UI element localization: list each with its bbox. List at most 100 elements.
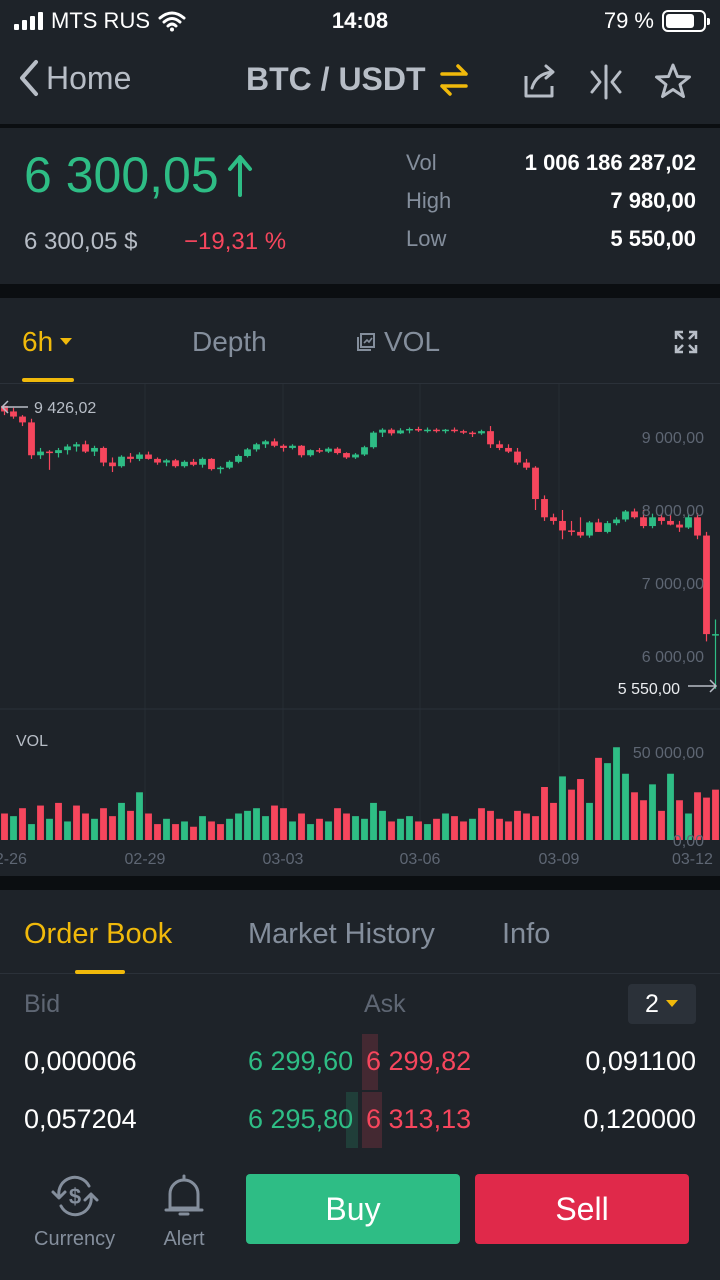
stat-value: 5 550,00 xyxy=(610,226,696,251)
volume-bar xyxy=(523,813,530,840)
star-icon[interactable] xyxy=(654,62,691,102)
volume-bar xyxy=(370,802,377,840)
bid-price: 6 299,60 xyxy=(248,1046,354,1076)
orderbook-row[interactable]: 0,057204 6 295,80 6 313,13 0,120000 xyxy=(0,1092,720,1148)
volume-bar xyxy=(82,813,89,840)
candle-body xyxy=(118,456,125,467)
candle-body xyxy=(154,458,161,463)
volume-bar xyxy=(631,792,638,840)
volume-bar xyxy=(271,805,278,840)
volume-bar xyxy=(694,792,701,840)
tab-market-history[interactable]: Market History xyxy=(248,918,435,950)
candle-body xyxy=(19,416,26,423)
back-button[interactable]: Home xyxy=(16,58,131,98)
candle-body xyxy=(370,432,377,448)
candle-body xyxy=(226,461,233,468)
volume-bar xyxy=(127,810,134,840)
vol-pane-label: VOL xyxy=(16,733,48,750)
pair-selector[interactable]: BTC / USDT xyxy=(246,61,470,98)
candle-body xyxy=(469,432,476,435)
volume-bar xyxy=(46,818,53,840)
volume-bar xyxy=(496,818,503,840)
volume-bar xyxy=(595,757,602,840)
candle-body xyxy=(235,455,242,462)
candle-body xyxy=(28,422,35,456)
candle-body xyxy=(127,456,134,459)
tab-depth[interactable]: Depth xyxy=(192,326,267,357)
signal-icon xyxy=(14,12,43,30)
volume-bar xyxy=(640,800,647,840)
bid-qty: 0,057204 xyxy=(24,1104,137,1134)
candle-body xyxy=(361,447,368,455)
volume-bar xyxy=(208,821,215,840)
orderbook-row[interactable]: 0,000006 6 299,60 6 299,82 0,091100 xyxy=(0,1034,720,1090)
bottom-bar: $ Currency Alert Buy Sell xyxy=(0,1162,720,1280)
divider xyxy=(0,124,720,128)
candle-body xyxy=(496,444,503,448)
candle-body xyxy=(37,451,44,456)
tab-order-book[interactable]: Order Book xyxy=(24,918,173,950)
vol-tick-label: 0,00 xyxy=(673,833,704,850)
alert-label: Alert xyxy=(163,1228,205,1250)
chart-tabs: 6h Depth VOL xyxy=(0,298,720,384)
volume-bar xyxy=(1,813,8,840)
sell-button[interactable]: Sell xyxy=(475,1174,689,1244)
candle-body xyxy=(46,451,53,454)
tab-underline xyxy=(75,970,125,974)
candle-body xyxy=(109,462,116,467)
buy-button[interactable]: Buy xyxy=(246,1174,460,1244)
candle-body xyxy=(424,429,431,432)
tab-interval[interactable]: 6h xyxy=(22,326,73,358)
stat-row: Vol 1 006 186 287,02 xyxy=(406,150,696,188)
candle-body xyxy=(334,448,341,454)
candle-body xyxy=(658,517,665,521)
share-icon[interactable] xyxy=(522,62,558,102)
candle-body xyxy=(703,535,710,635)
candle-body xyxy=(316,450,323,452)
tab-info[interactable]: Info xyxy=(502,918,551,950)
candle-body xyxy=(631,511,638,518)
volume-bar xyxy=(217,824,224,840)
stat-value: 7 980,00 xyxy=(610,188,696,213)
currency-icon: $ xyxy=(51,1175,99,1217)
candle-body xyxy=(640,517,647,527)
x-tick-label: 02-26 xyxy=(0,851,27,868)
volume-bar xyxy=(478,808,485,840)
candle-body xyxy=(163,460,170,463)
volume-bar xyxy=(649,784,656,840)
volume-bar xyxy=(154,824,161,840)
y-tick-label: 9 000,00 xyxy=(642,430,704,447)
fullscreen-icon[interactable] xyxy=(674,330,698,359)
candle-body xyxy=(280,445,287,448)
bid-depth-bar xyxy=(346,1092,358,1148)
volume-bar xyxy=(172,824,179,840)
wifi-icon xyxy=(158,11,186,32)
ask-header: Ask xyxy=(364,990,406,1018)
x-tick-label: 03-09 xyxy=(539,851,580,868)
volume-bar xyxy=(460,821,467,840)
alert-button[interactable]: Alert xyxy=(160,1172,208,1251)
status-bar: MTS RUS 14:08 79 % xyxy=(0,0,720,40)
stat-label: Vol xyxy=(406,150,437,175)
indicator-icon xyxy=(357,333,375,351)
currency-button[interactable]: $ Currency xyxy=(34,1172,115,1251)
volume-bar xyxy=(334,808,341,840)
volume-bar xyxy=(352,816,359,840)
candle-body xyxy=(712,634,719,636)
high-arrow-icon xyxy=(0,400,28,414)
candle-body xyxy=(289,445,296,448)
volume-bar xyxy=(379,810,386,840)
candlestick-chart[interactable]: 9 000,00 8 000,00 7 000,00 6 000,00 9 426,02… xyxy=(0,384,720,876)
candle-body xyxy=(73,444,80,447)
x-tick-label: 03-06 xyxy=(400,851,441,868)
volume-bar xyxy=(316,818,323,840)
candle-body xyxy=(595,522,602,532)
depth-select[interactable]: 2 xyxy=(628,984,696,1024)
tab-vol[interactable]: VOL xyxy=(356,326,440,358)
candle-body xyxy=(451,429,458,432)
volume-bar xyxy=(469,818,476,840)
candle-body xyxy=(406,428,413,431)
tab-underline xyxy=(22,378,74,382)
compare-icon[interactable] xyxy=(588,62,624,102)
candle-body xyxy=(532,467,539,500)
